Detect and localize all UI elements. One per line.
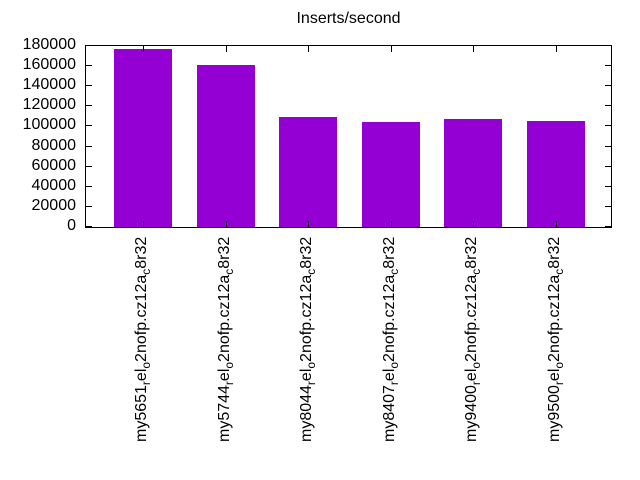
- x-tick-mark: [143, 221, 144, 227]
- x-tick-label: my8407relo2nofp.cz12ac8r32: [381, 236, 402, 442]
- y-tick-mark: [605, 186, 611, 187]
- y-tick-label: 100000: [22, 116, 76, 133]
- y-tick-mark: [86, 226, 92, 227]
- y-tick-mark: [605, 45, 611, 46]
- subscript-char: r: [304, 381, 319, 386]
- y-tick-mark: [86, 65, 92, 66]
- y-tick-label: 80000: [31, 137, 77, 154]
- subscript-char: r: [469, 381, 484, 386]
- x-tick-mark: [226, 221, 227, 227]
- y-tick-mark: [86, 146, 92, 147]
- y-tick-mark: [605, 166, 611, 167]
- y-tick-mark: [605, 146, 611, 147]
- x-tick-mark: [308, 46, 309, 52]
- y-tick-mark: [86, 85, 92, 86]
- x-tick-mark: [143, 46, 144, 52]
- subscript-char: c: [139, 268, 154, 275]
- plot-area: [85, 45, 612, 228]
- subscript-char: o: [469, 361, 484, 369]
- subscript-char: r: [387, 381, 402, 386]
- x-tick-mark: [556, 46, 557, 52]
- subscript-char: c: [387, 268, 402, 275]
- subscript-char: o: [304, 361, 319, 369]
- subscript-char: r: [139, 381, 154, 386]
- subscript-char: o: [222, 361, 237, 369]
- y-tick-label: 60000: [31, 157, 77, 174]
- subscript-char: c: [469, 268, 484, 275]
- subscript-char: o: [139, 361, 154, 369]
- y-tick-label: 40000: [31, 177, 77, 194]
- subscript-char: r: [552, 381, 567, 386]
- subscript-char: o: [552, 361, 567, 369]
- x-tick-label: my9400relo2nofp.cz12ac8r32: [463, 236, 484, 442]
- y-tick-mark: [605, 206, 611, 207]
- y-tick-label: 160000: [22, 56, 76, 73]
- x-tick-mark: [391, 221, 392, 227]
- y-tick-mark: [605, 125, 611, 126]
- subscript-char: c: [304, 268, 319, 275]
- x-tick-label: my8044relo2nofp.cz12ac8r32: [298, 236, 319, 442]
- x-tick-label: my5744relo2nofp.cz12ac8r32: [216, 236, 237, 442]
- bar: [527, 121, 585, 227]
- subscript-char: c: [552, 268, 567, 275]
- subscript-char: c: [222, 268, 237, 275]
- y-tick-mark: [86, 206, 92, 207]
- x-axis-labels: my5651relo2nofp.cz12ac8r32 my5744relo2nof…: [85, 228, 612, 468]
- bar: [362, 122, 420, 227]
- y-tick-mark: [605, 105, 611, 106]
- y-tick-label: 180000: [22, 36, 76, 53]
- y-tick-mark: [86, 105, 92, 106]
- y-tick-label: 0: [67, 217, 76, 234]
- y-tick-mark: [86, 186, 92, 187]
- y-tick-label: 140000: [22, 76, 76, 93]
- x-tick-mark: [473, 221, 474, 227]
- x-tick-label: my9500relo2nofp.cz12ac8r32: [546, 236, 567, 442]
- y-tick-label: 120000: [22, 96, 76, 113]
- bar: [279, 117, 337, 227]
- y-tick-mark: [86, 125, 92, 126]
- bar: [197, 65, 255, 227]
- subscript-char: r: [222, 381, 237, 386]
- subscript-char: o: [387, 361, 402, 369]
- x-tick-mark: [226, 46, 227, 52]
- x-tick-label: my5651relo2nofp.cz12ac8r32: [133, 236, 154, 442]
- x-tick-mark: [556, 221, 557, 227]
- y-tick-mark: [605, 85, 611, 86]
- y-tick-label: 20000: [31, 197, 77, 214]
- bar: [444, 119, 502, 227]
- x-tick-mark: [391, 46, 392, 52]
- x-tick-mark: [308, 221, 309, 227]
- x-tick-mark: [473, 46, 474, 52]
- y-tick-mark: [86, 45, 92, 46]
- bar: [114, 49, 172, 227]
- chart-title: Inserts/second: [296, 10, 401, 27]
- y-tick-mark: [605, 65, 611, 66]
- y-tick-mark: [605, 226, 611, 227]
- y-tick-mark: [86, 166, 92, 167]
